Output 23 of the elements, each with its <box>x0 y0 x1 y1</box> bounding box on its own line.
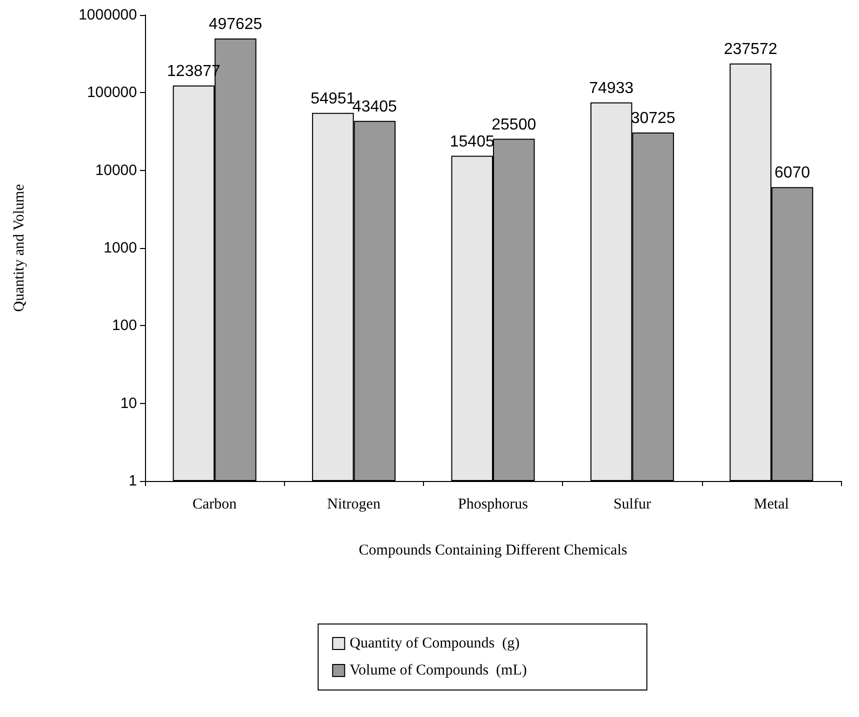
y-tick-label: 100 <box>112 317 137 334</box>
data-label: 30725 <box>630 110 676 127</box>
x-tick-label: Metal <box>754 496 789 512</box>
x-tick-label: Nitrogen <box>327 496 381 512</box>
data-label: 497625 <box>208 16 262 34</box>
y-tick-label: 100000 <box>86 84 137 102</box>
y-tick-label: 10000 <box>95 162 137 179</box>
data-label: 237572 <box>724 40 778 58</box>
data-label: 74933 <box>589 80 634 97</box>
y-tick-label: 1 <box>128 472 137 490</box>
x-tick-label: Sulfur <box>613 496 651 512</box>
x-tick-label: Phosphorus <box>458 496 528 512</box>
y-axis-title: Quantity and Volume <box>12 184 28 312</box>
data-label: 6070 <box>774 164 810 182</box>
legend-label: Quantity of Compounds (g) <box>350 636 520 652</box>
x-tick-label: Carbon <box>192 496 238 512</box>
data-label: 25500 <box>492 116 536 134</box>
x-axis-title: Compounds Containing Different Chemicals <box>358 542 628 558</box>
y-tick-label: 1000 <box>104 240 137 256</box>
y-tick-label: 10 <box>120 394 137 412</box>
y-tick-label: 1000000 <box>78 6 137 24</box>
legend-label: Volume of Compounds (mL) <box>350 662 527 678</box>
data-label: 43405 <box>352 98 398 116</box>
